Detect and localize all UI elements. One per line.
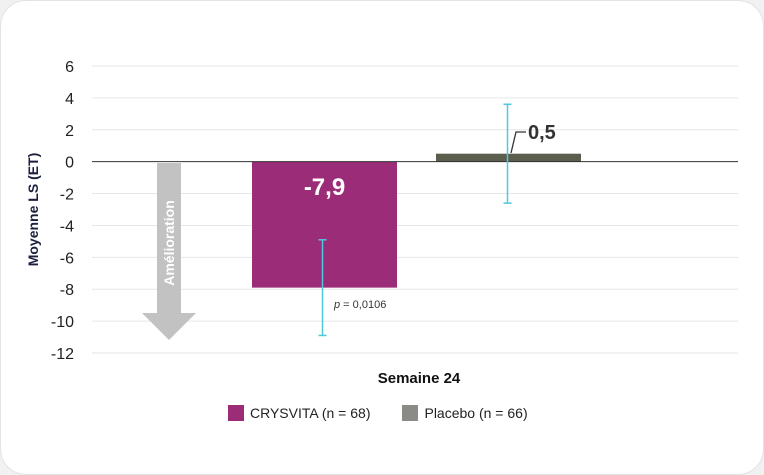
y-tick-label: -12 bbox=[51, 346, 74, 363]
legend-item-placebo: Placebo (n = 66) bbox=[402, 405, 528, 421]
error-bars bbox=[318, 103, 512, 337]
y-tick-label: 2 bbox=[65, 123, 74, 140]
legend-label-crysvita: CRYSVITA (n = 68) bbox=[250, 405, 371, 421]
legend-item-crysvita: CRYSVITA (n = 68) bbox=[228, 405, 370, 421]
placebo-label-leader bbox=[510, 131, 526, 154]
legend-label-placebo: Placebo (n = 66) bbox=[424, 405, 528, 421]
y-tick-label: 4 bbox=[65, 91, 74, 108]
y-tick-label: -2 bbox=[60, 187, 74, 204]
data-label-placebo: 0,5 bbox=[528, 122, 556, 144]
data-labels: -7,9 0,5 p = 0,0106 bbox=[304, 122, 556, 311]
y-tick-labels: 6 4 2 0 -2 -4 -6 -8 -10 -12 bbox=[51, 59, 74, 363]
data-label-crysvita: -7,9 bbox=[304, 174, 345, 201]
p-value-annotation: p = 0,0106 bbox=[333, 299, 386, 311]
y-tick-label: 0 bbox=[65, 155, 74, 172]
grid-lines bbox=[92, 65, 738, 354]
y-axis-label: Moyenne LS (ET) bbox=[25, 153, 41, 267]
improvement-arrow: Amélioration bbox=[142, 163, 196, 340]
arrow-label: Amélioration bbox=[161, 200, 177, 286]
y-tick-label: -4 bbox=[60, 218, 74, 235]
bars bbox=[252, 153, 581, 288]
y-tick-label: -8 bbox=[60, 282, 74, 299]
bar-placebo bbox=[436, 153, 581, 162]
bar-chart: 6 4 2 0 -2 -4 -6 -8 -10 -12 Amélioration -7,9 0,5… bbox=[25, 59, 738, 387]
legend-swatch-placebo bbox=[402, 405, 419, 421]
y-tick-label: -6 bbox=[60, 250, 74, 267]
legend-swatch-crysvita bbox=[228, 405, 244, 421]
bar-crysvita bbox=[252, 161, 397, 288]
x-axis-label: Semaine 24 bbox=[378, 370, 461, 387]
y-tick-label: 6 bbox=[65, 59, 74, 76]
down-arrow-icon bbox=[142, 163, 196, 340]
legend: CRYSVITA (n = 68) Placebo (n = 66) bbox=[228, 405, 528, 421]
y-tick-label: -10 bbox=[51, 314, 74, 331]
